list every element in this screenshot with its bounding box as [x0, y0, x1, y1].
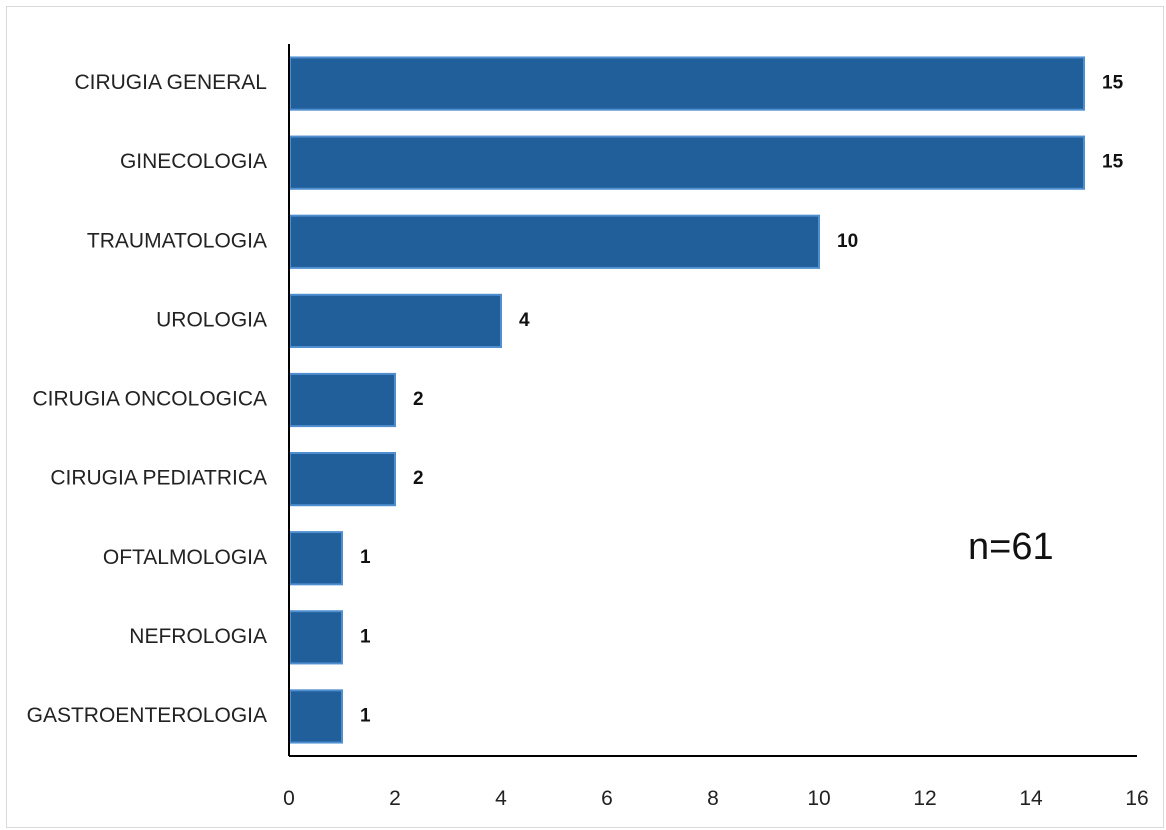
category-label: GINECOLOGIA — [120, 150, 267, 173]
data-labels-group: 15 15 10 4 2 2 1 1 1 — [360, 73, 1124, 727]
sample-size-annotation: n=61 — [968, 526, 1054, 568]
x-tick-labels-group: 0 2 4 6 8 10 12 14 16 — [283, 787, 1149, 810]
x-tick-label: 8 — [707, 787, 719, 810]
data-label: 4 — [519, 310, 530, 331]
bar — [289, 610, 343, 665]
bar — [289, 689, 343, 744]
bars-group — [289, 56, 1085, 744]
x-tick-label: 10 — [807, 787, 830, 810]
bar — [289, 293, 502, 348]
x-tick-label: 2 — [389, 787, 401, 810]
data-label: 15 — [1102, 152, 1124, 173]
bar — [289, 452, 396, 507]
x-tick-label: 12 — [913, 787, 936, 810]
category-label: CIRUGIA GENERAL — [74, 71, 267, 94]
x-tick-label: 16 — [1125, 787, 1148, 810]
data-label: 1 — [360, 626, 371, 647]
category-labels-group: CIRUGIA GENERAL GINECOLOGIA TRAUMATOLOGIA U… — [27, 71, 267, 727]
category-label: CIRUGIA PEDIATRICA — [50, 467, 267, 490]
bar — [289, 531, 343, 586]
category-label: CIRUGIA ONCOLOGICA — [32, 388, 267, 411]
x-tick-label: 4 — [495, 787, 507, 810]
data-label: 1 — [360, 547, 371, 568]
category-label: OFTALMOLOGIA — [103, 546, 267, 569]
category-label: TRAUMATOLOGIA — [87, 229, 267, 252]
data-label: 1 — [360, 705, 371, 726]
data-label: 2 — [413, 468, 424, 489]
x-tick-label: 14 — [1019, 787, 1043, 810]
data-label: 10 — [837, 231, 858, 252]
bar — [289, 372, 396, 428]
x-tick-label: 0 — [283, 787, 295, 810]
bar — [289, 135, 1085, 190]
data-label: 2 — [413, 389, 424, 410]
bar — [289, 56, 1085, 111]
data-label: 15 — [1102, 73, 1124, 94]
bar — [289, 214, 820, 269]
x-tick-label: 6 — [601, 787, 613, 810]
category-label: UROLOGIA — [156, 308, 267, 331]
category-label: GASTROENTEROLOGIA — [27, 704, 267, 727]
category-label: NEFROLOGIA — [129, 625, 267, 648]
